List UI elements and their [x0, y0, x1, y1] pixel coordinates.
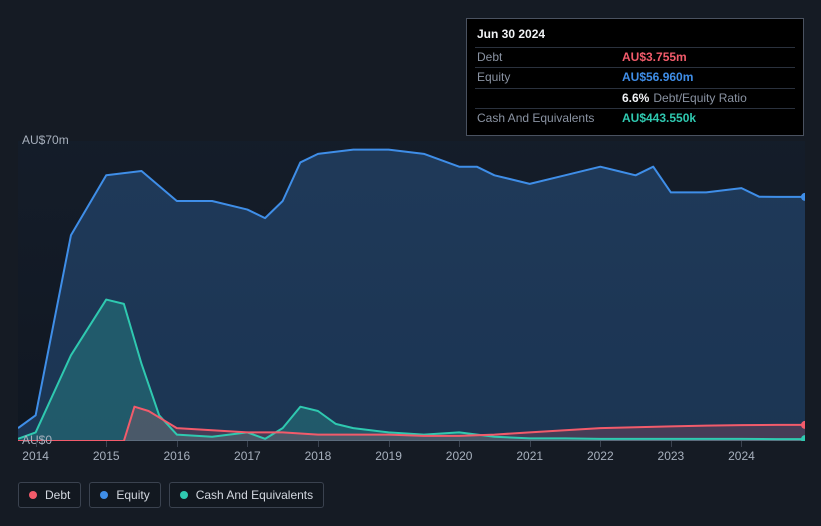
x-axis-label: 2016: [163, 449, 190, 463]
legend-swatch: [100, 491, 108, 499]
x-axis-label: 2015: [93, 449, 120, 463]
x-axis-label: 2021: [516, 449, 543, 463]
legend-item-cash-and-equivalents[interactable]: Cash And Equivalents: [169, 482, 324, 508]
x-axis-label: 2014: [22, 449, 49, 463]
x-axis-tick: [247, 441, 248, 447]
x-axis-label: 2022: [587, 449, 614, 463]
tooltip-row-value: 6.6%Debt/Equity Ratio: [620, 88, 795, 109]
x-axis-label: 2018: [305, 449, 332, 463]
tooltip-box: Jun 30 2024DebtAU$3.755mEquityAU$56.960m…: [466, 18, 804, 136]
x-axis-tick: [600, 441, 601, 447]
legend-swatch: [180, 491, 188, 499]
x-axis-label: 2020: [446, 449, 473, 463]
legend: Debt Equity Cash And Equivalents: [18, 482, 324, 508]
tooltip-row: Cash And EquivalentsAU$443.550k: [475, 109, 795, 129]
legend-swatch: [29, 491, 37, 499]
tooltip-row: EquityAU$56.960m: [475, 68, 795, 89]
chart-plot-area[interactable]: [18, 141, 805, 441]
x-axis-tick: [389, 441, 390, 447]
legend-label: Equity: [116, 488, 149, 502]
x-axis-label: 2024: [728, 449, 755, 463]
tooltip-row-label: Equity: [475, 68, 620, 89]
legend-label: Debt: [45, 488, 70, 502]
tooltip-row-label: [475, 88, 620, 109]
x-axis-tick: [106, 441, 107, 447]
x-axis-tick: [671, 441, 672, 447]
tooltip-row-value: AU$3.755m: [620, 47, 795, 68]
tooltip-row-value: AU$443.550k: [620, 109, 795, 129]
tooltip-row-label: Cash And Equivalents: [475, 109, 620, 129]
tooltip-row-label: Debt: [475, 47, 620, 68]
x-axis-tick: [36, 441, 37, 447]
tooltip-row: DebtAU$3.755m: [475, 47, 795, 68]
x-axis-tick: [741, 441, 742, 447]
x-axis-label: 2017: [234, 449, 261, 463]
y-axis-label: AU$0: [22, 433, 52, 447]
legend-label: Cash And Equivalents: [196, 488, 313, 502]
x-axis-label: 2023: [658, 449, 685, 463]
tooltip-date: Jun 30 2024: [475, 25, 795, 47]
x-axis-tick: [177, 441, 178, 447]
x-axis-tick: [530, 441, 531, 447]
x-axis-tick: [318, 441, 319, 447]
legend-item-debt[interactable]: Debt: [18, 482, 81, 508]
tooltip-row: 6.6%Debt/Equity Ratio: [475, 88, 795, 109]
y-axis-label: AU$70m: [22, 133, 69, 147]
tooltip-row-value: AU$56.960m: [620, 68, 795, 89]
x-axis-tick: [459, 441, 460, 447]
tooltip-table: DebtAU$3.755mEquityAU$56.960m6.6%Debt/Eq…: [475, 47, 795, 129]
legend-item-equity[interactable]: Equity: [89, 482, 160, 508]
x-axis-label: 2019: [375, 449, 402, 463]
